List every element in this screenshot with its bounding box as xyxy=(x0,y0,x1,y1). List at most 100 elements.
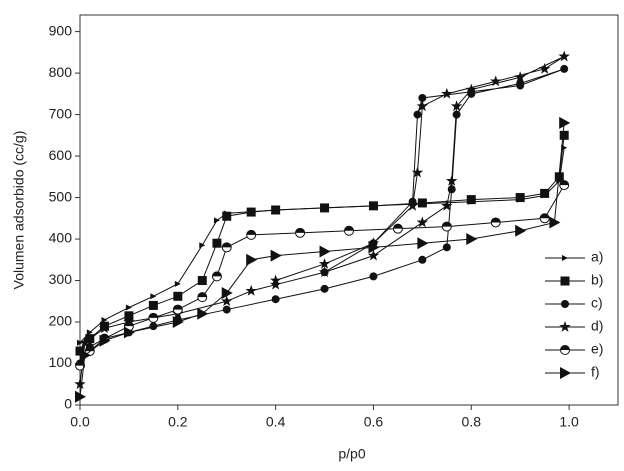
series-line xyxy=(79,56,565,385)
marker xyxy=(319,245,331,258)
marker xyxy=(368,241,380,254)
marker xyxy=(516,81,525,90)
x-tick-label: 0.4 xyxy=(266,414,286,430)
x-tick-label: 0.0 xyxy=(70,414,90,430)
marker-fill xyxy=(491,217,501,223)
y-tick-label: 100 xyxy=(49,354,73,370)
marker xyxy=(490,75,502,87)
marker xyxy=(221,286,233,299)
marker-fill xyxy=(442,222,452,227)
legend-label: f) xyxy=(591,364,600,380)
legend-label: a) xyxy=(591,249,603,265)
marker xyxy=(74,378,86,390)
marker xyxy=(320,284,329,293)
marker xyxy=(174,280,181,287)
marker xyxy=(75,390,86,403)
marker xyxy=(416,216,429,228)
marker xyxy=(197,307,209,320)
plot-frame xyxy=(79,14,619,406)
marker xyxy=(75,360,85,371)
marker-fill xyxy=(295,228,305,233)
marker-fill xyxy=(540,213,550,219)
marker xyxy=(559,321,571,332)
marker xyxy=(406,199,419,211)
marker xyxy=(441,221,452,232)
marker-fill xyxy=(75,361,85,366)
legend-label: d) xyxy=(591,318,603,334)
marker xyxy=(79,349,91,362)
marker xyxy=(269,274,282,286)
marker xyxy=(562,255,568,261)
marker-fill xyxy=(246,230,256,235)
marker xyxy=(560,276,570,286)
marker xyxy=(99,334,111,347)
marker xyxy=(320,203,330,213)
marker-fill xyxy=(393,224,403,229)
marker xyxy=(269,278,282,290)
marker xyxy=(466,233,478,246)
marker xyxy=(367,237,380,249)
marker xyxy=(222,211,232,221)
marker xyxy=(212,238,222,248)
marker-fill xyxy=(124,321,134,327)
marker-fill xyxy=(559,180,569,186)
marker xyxy=(246,253,258,266)
marker xyxy=(441,87,453,99)
marker xyxy=(466,195,476,205)
marker-fill xyxy=(560,345,570,350)
y-tick-label: 900 xyxy=(49,22,73,38)
marker-fill xyxy=(222,242,232,248)
marker xyxy=(245,284,257,296)
marker xyxy=(197,276,207,286)
marker xyxy=(98,322,111,334)
marker xyxy=(221,242,232,253)
legend-label: b) xyxy=(591,272,603,288)
x-tick-label: 0.6 xyxy=(364,414,384,430)
marker xyxy=(560,64,569,73)
marker xyxy=(77,339,83,346)
marker xyxy=(246,207,256,217)
marker xyxy=(221,295,233,307)
marker xyxy=(124,311,134,321)
marker xyxy=(148,300,158,310)
marker xyxy=(418,93,427,102)
marker xyxy=(369,272,378,281)
y-axis-label: Volumen adsorbido (cc/g) xyxy=(11,131,27,290)
marker xyxy=(392,223,403,234)
marker xyxy=(344,225,354,236)
marker xyxy=(560,345,570,355)
marker xyxy=(413,110,422,119)
marker xyxy=(318,266,331,278)
marker xyxy=(318,257,331,269)
y-tick-label: 400 xyxy=(49,230,73,246)
marker xyxy=(417,198,427,208)
marker xyxy=(418,255,427,264)
marker xyxy=(150,293,157,300)
marker xyxy=(539,213,550,224)
marker xyxy=(416,100,429,112)
marker xyxy=(549,216,561,229)
y-tick-label: 500 xyxy=(49,188,73,204)
marker xyxy=(199,242,206,249)
marker xyxy=(148,312,159,323)
marker xyxy=(515,224,527,237)
marker xyxy=(452,110,461,119)
marker xyxy=(123,326,135,339)
marker xyxy=(271,205,281,215)
marker xyxy=(172,304,183,315)
marker xyxy=(172,316,184,329)
marker-fill xyxy=(212,271,222,277)
marker xyxy=(125,304,132,311)
x-tick-label: 0.8 xyxy=(462,414,482,430)
marker-fill xyxy=(344,226,354,231)
series-line xyxy=(79,122,565,397)
marker xyxy=(441,199,453,211)
marker xyxy=(561,300,569,308)
marker xyxy=(149,322,158,331)
marker xyxy=(446,174,458,186)
y-tick-label: 200 xyxy=(49,313,73,329)
marker xyxy=(559,180,570,191)
y-tick-label: 0 xyxy=(64,396,72,412)
x-tick-label: 1.0 xyxy=(559,414,579,430)
marker xyxy=(86,329,93,336)
